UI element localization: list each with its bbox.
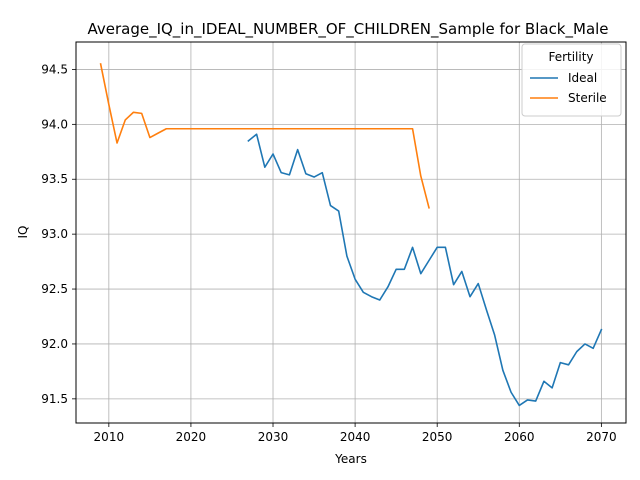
legend: Fertility Ideal Sterile xyxy=(521,43,622,117)
legend-title: Fertility xyxy=(548,50,593,64)
x-tick-label: 2010 xyxy=(94,430,125,444)
x-tick-label: 2040 xyxy=(340,430,371,444)
legend-label-sterile: Sterile xyxy=(568,91,607,105)
y-tick-label: 93.0 xyxy=(41,227,68,241)
series-lines xyxy=(99,63,603,407)
grid-lines xyxy=(76,42,626,423)
axis-ticks: 2010 2020 2030 2040 2050 2060 2070 91.5 92.0 92.5… xyxy=(41,62,616,444)
x-tick-label: 2050 xyxy=(422,430,453,444)
y-tick-label: 94.0 xyxy=(41,117,68,131)
legend-label-ideal: Ideal xyxy=(568,71,597,85)
y-tick-label: 94.5 xyxy=(41,62,68,76)
y-axis-label: IQ xyxy=(16,226,30,239)
series-line-ideal xyxy=(247,133,603,407)
x-tick-label: 2020 xyxy=(176,430,207,444)
y-tick-label: 91.5 xyxy=(41,392,68,406)
x-axis-label: Years xyxy=(334,452,367,466)
y-tick-label: 92.0 xyxy=(41,337,68,351)
x-tick-label: 2030 xyxy=(258,430,289,444)
x-tick-label: 2070 xyxy=(586,430,617,444)
y-tick-label: 93.5 xyxy=(41,172,68,186)
x-tick-label: 2060 xyxy=(504,430,535,444)
series-line-sterile xyxy=(99,63,430,209)
y-tick-label: 92.5 xyxy=(41,282,68,296)
chart-title: Average_IQ_in_IDEAL_NUMBER_OF_CHILDREN_S… xyxy=(87,20,608,39)
plot-frame xyxy=(75,41,627,424)
